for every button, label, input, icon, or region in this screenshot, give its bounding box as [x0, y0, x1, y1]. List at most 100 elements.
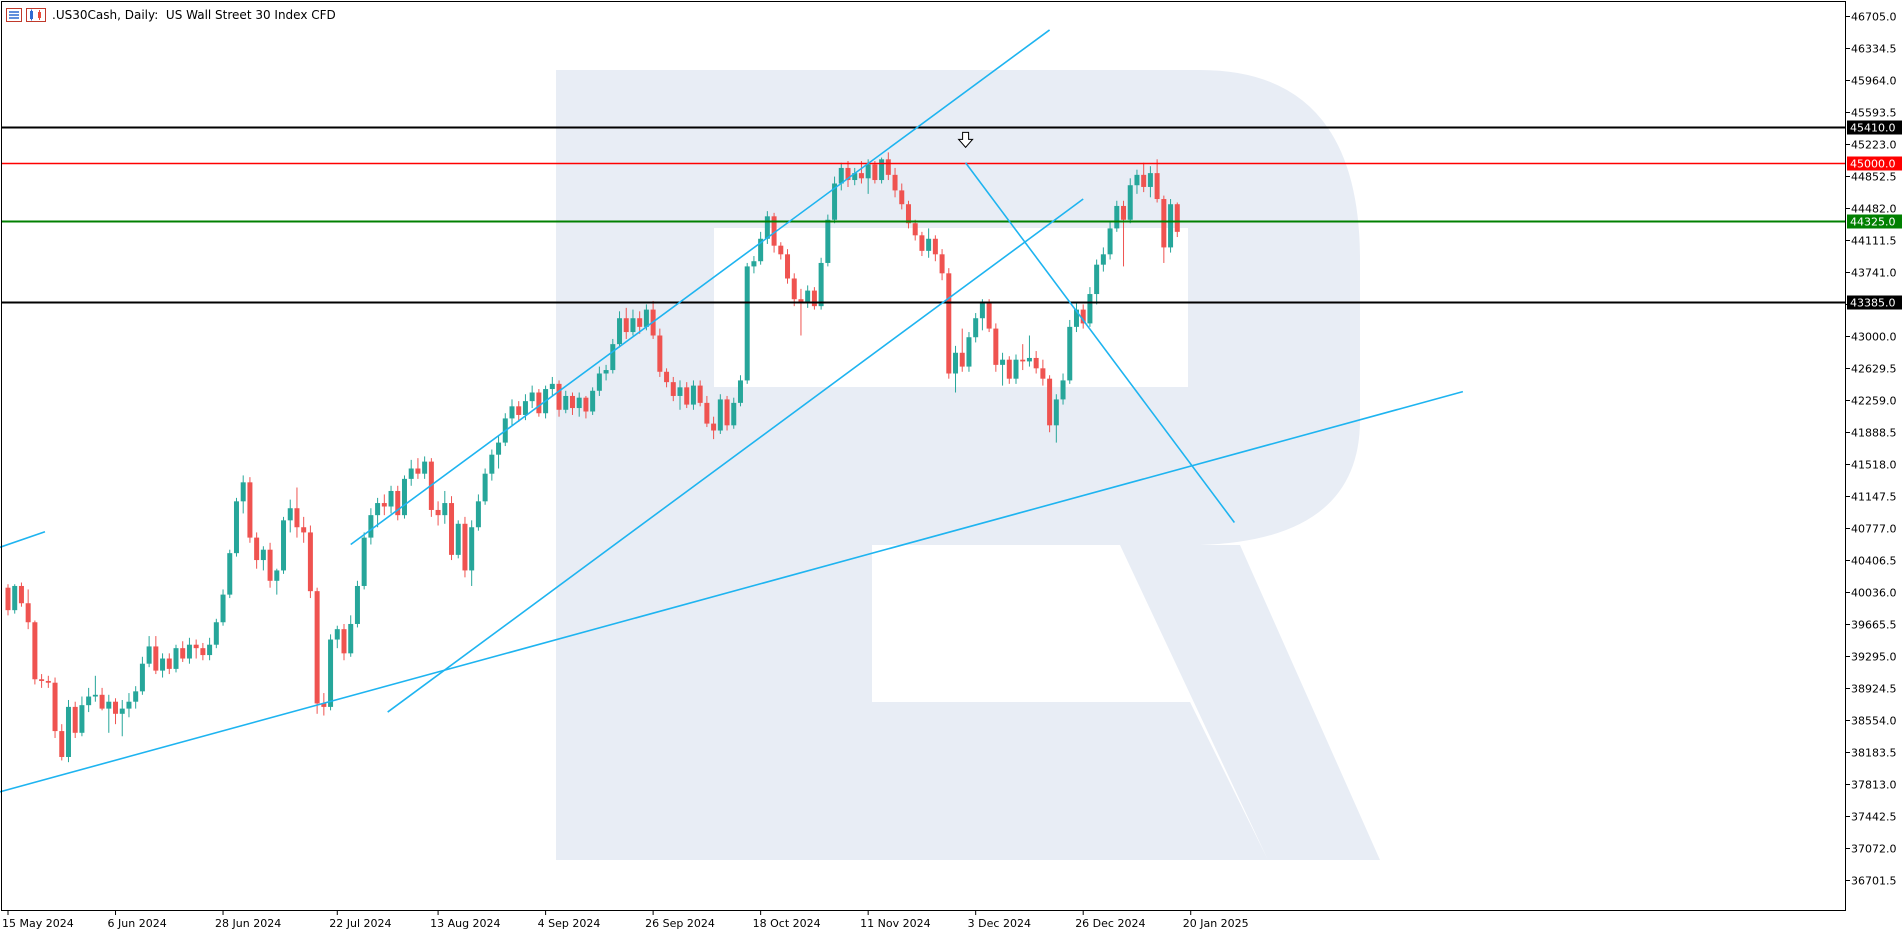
candle-body: [590, 390, 596, 412]
candle-bullish: [1060, 373, 1066, 405]
candle-body: [200, 648, 206, 656]
indicator-list-icon[interactable]: [6, 8, 22, 22]
candle-body: [879, 159, 885, 181]
candle-body: [422, 461, 428, 474]
candle-body: [677, 387, 683, 396]
candle-body: [1067, 326, 1073, 381]
candle-bearish: [872, 161, 878, 184]
candle-bearish: [670, 376, 676, 402]
candle-bearish: [301, 516, 307, 543]
candle-body: [603, 370, 609, 374]
candle-bullish: [287, 499, 293, 533]
candle-body: [173, 648, 179, 669]
candle-body: [186, 644, 192, 659]
candle-body: [18, 585, 24, 604]
candle-bearish: [637, 311, 643, 334]
candle-bullish: [1168, 199, 1174, 253]
candle-body: [59, 731, 65, 757]
candle-bearish: [811, 287, 817, 310]
candle-bullish: [805, 285, 811, 308]
candle-bullish: [1073, 302, 1079, 333]
candle-bearish: [684, 382, 690, 409]
price-axis[interactable]: 46705.0 46334.5 45964.0 45593.5 45223.0 44852…: [1845, 11, 1897, 888]
candle-bearish: [1161, 195, 1167, 263]
price-tick-label: 45223.0: [1851, 139, 1897, 152]
candle-body: [563, 395, 569, 410]
candle-bullish: [1147, 166, 1153, 198]
candle-body: [1147, 173, 1153, 187]
candle-body: [45, 680, 51, 683]
price-tick-label: 42629.5: [1851, 363, 1897, 376]
candle-bullish: [375, 497, 381, 528]
candle-body: [583, 397, 589, 412]
candle-bearish: [959, 328, 965, 372]
candle-bullish: [186, 637, 192, 664]
candle-bullish: [227, 549, 233, 599]
price-tick-label: 43000.0: [1851, 331, 1897, 344]
candle-bullish: [953, 345, 959, 393]
candle-bearish: [1154, 159, 1160, 203]
time-tick-label: 28 Jun 2024: [215, 917, 281, 930]
candle-bullish: [596, 366, 602, 396]
candle-bearish: [428, 458, 434, 517]
price-tick-label: 37072.0: [1851, 843, 1897, 856]
candle-body: [475, 501, 481, 528]
candle-body: [207, 644, 213, 656]
candle-bullish: [207, 637, 213, 661]
candle-bullish: [973, 313, 979, 343]
candle-bullish: [401, 475, 407, 519]
candle-body: [664, 371, 670, 383]
candle-bullish: [603, 364, 609, 381]
candle-body: [536, 392, 542, 414]
candle-bullish: [1013, 354, 1019, 384]
candle-body: [509, 406, 515, 419]
chart-type-icon[interactable]: [26, 8, 46, 22]
level-label-text: 44325.0: [1850, 216, 1896, 229]
candle-bullish: [926, 228, 932, 258]
candle-body: [899, 190, 905, 205]
candle-bearish: [381, 494, 387, 516]
candle-bullish: [1000, 352, 1006, 386]
time-axis[interactable]: 15 May 2024 6 Jun 2024 28 Jun 2024 22 Jul 2…: [2, 910, 1249, 930]
trendline-3: [350, 29, 1051, 546]
candle-bearish: [932, 235, 938, 262]
candle-bullish: [758, 231, 764, 265]
candle-bearish: [462, 516, 468, 578]
time-tick-label: 11 Nov 2024: [860, 917, 930, 930]
candle-body: [388, 490, 394, 507]
candle-body: [133, 691, 139, 702]
candle-body: [227, 553, 233, 595]
candle-bullish: [590, 387, 596, 415]
candle-body: [684, 387, 690, 405]
candle-bullish: [361, 532, 367, 590]
price-tick-label: 45593.5: [1851, 107, 1897, 120]
candle-body: [778, 245, 784, 255]
candle-body: [435, 509, 441, 516]
candle-body: [939, 254, 945, 274]
price-tick-label: 41888.5: [1851, 427, 1897, 440]
candle-body: [139, 663, 145, 692]
candle-body: [1087, 294, 1093, 324]
candle-bearish: [39, 674, 45, 688]
candle-bullish: [233, 497, 239, 557]
candle-body: [25, 603, 31, 623]
candle-body: [368, 515, 374, 538]
candle-bearish: [395, 485, 401, 521]
candle-body: [287, 508, 293, 521]
candle-body: [160, 658, 166, 671]
candle-body: [1073, 309, 1079, 327]
candle-body: [106, 701, 112, 709]
candle-bearish: [1033, 351, 1039, 374]
candle-body: [247, 482, 253, 538]
candle-body: [704, 402, 710, 424]
candle-body: [1006, 359, 1012, 379]
price-tick-label: 38554.0: [1851, 715, 1897, 728]
candle-bullish: [334, 625, 340, 649]
candle-body: [811, 290, 817, 307]
candle-bearish: [247, 477, 253, 543]
candle-bearish: [885, 152, 891, 181]
candle-body: [381, 503, 387, 507]
candle-body: [785, 254, 791, 279]
candle-bearish: [1047, 375, 1053, 433]
